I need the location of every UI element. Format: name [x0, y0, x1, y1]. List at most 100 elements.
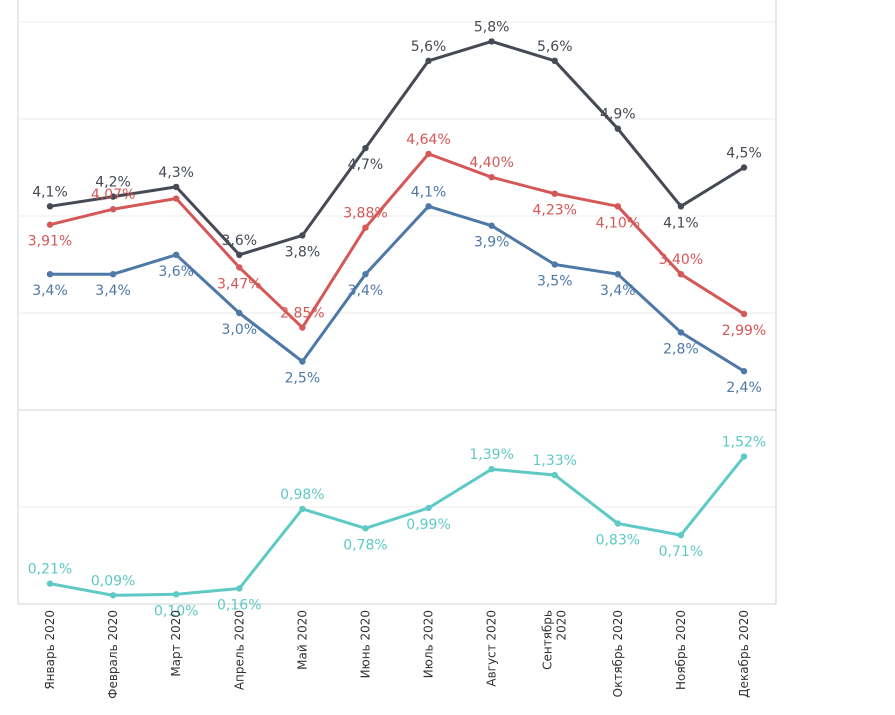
data-point-p0-s0-0 — [46, 203, 54, 210]
data-point-p0-s0-9 — [614, 125, 622, 132]
x-tick-label-5: Июнь 2020 — [358, 610, 372, 678]
data-point-p0-s2-4 — [299, 358, 306, 365]
series-layer — [46, 38, 748, 599]
data-label-p0-s2-4: 2,5% — [285, 371, 321, 387]
data-label-p0-s0-11: 4,5% — [726, 146, 762, 162]
x-tick-label-2: Март 2020 — [169, 610, 183, 677]
x-tick-label-7: Август 2020 — [485, 610, 499, 687]
data-label-p1-s0-1: 0,09% — [91, 573, 135, 589]
data-label-p0-s0-2: 4,3% — [158, 165, 194, 181]
data-labels-layer: 4,1% 4,2% 4,3% 3,6% 3,8% 4,7% 5,6% 5,8% 5,6% 4,9%… — [28, 19, 766, 619]
data-label-p1-s0-0: 0,21% — [28, 562, 72, 578]
x-tick-label-line: Январь 2020 — [43, 610, 57, 690]
data-point-p0-s1-11 — [740, 310, 748, 318]
data-label-p0-s0-1: 4,2% — [95, 175, 131, 191]
data-point-p0-s1-10 — [677, 271, 685, 278]
data-point-p0-s1-6 — [425, 150, 432, 158]
data-point-p0-s1-3 — [236, 264, 243, 271]
series-line-p0-s2 — [50, 204, 745, 373]
data-label-p0-s0-0: 4,1% — [32, 184, 68, 200]
data-point-p0-s2-11 — [740, 368, 748, 375]
data-label-p0-s0-7: 5,8% — [474, 19, 510, 35]
data-label-p1-s0-7: 1,39% — [469, 447, 513, 463]
x-tick-label-line: Июнь 2020 — [358, 610, 372, 678]
x-tick-label-9: Октябрь 2020 — [611, 610, 625, 697]
data-point-p1-s0-6 — [425, 504, 432, 512]
series-line-p0-s1 — [49, 152, 745, 330]
data-point-p0-s2-9 — [614, 271, 622, 278]
x-tick-label-6: Июль 2020 — [422, 610, 436, 678]
x-tick-label-line: Ноябрь 2020 — [674, 610, 688, 690]
data-point-p0-s2-5 — [362, 271, 369, 278]
data-point-p0-s2-3 — [236, 309, 243, 317]
data-label-p0-s2-3: 3,0% — [221, 322, 257, 338]
data-label-p0-s1-4: 2,85% — [280, 306, 324, 322]
data-point-p0-s0-4 — [299, 232, 306, 239]
data-label-p1-s0-5: 0,78% — [343, 537, 387, 553]
data-label-p0-s0-4: 3,8% — [285, 244, 321, 260]
data-label-p1-s0-4: 0,98% — [280, 487, 324, 503]
data-point-p0-s0-1 — [109, 193, 117, 200]
data-point-p1-s0-4 — [299, 505, 306, 513]
data-label-p0-s1-1: 4,07% — [91, 187, 135, 203]
data-point-p0-s2-10 — [677, 329, 685, 336]
data-point-p0-s2-2 — [172, 251, 180, 258]
data-point-p0-s2-8 — [551, 261, 558, 268]
data-label-p1-s0-6: 0,99% — [406, 517, 450, 533]
data-label-p0-s0-10: 4,1% — [663, 215, 699, 231]
data-label-p0-s1-0: 3,91% — [28, 234, 72, 250]
data-label-p0-s1-9: 4,10% — [596, 215, 640, 231]
data-point-p0-s2-7 — [488, 222, 495, 229]
data-label-p0-s2-8: 3,5% — [537, 274, 573, 290]
data-point-p1-s0-3 — [236, 585, 243, 592]
data-point-p1-s0-7 — [488, 465, 495, 473]
data-label-p0-s0-6: 5,6% — [411, 39, 447, 55]
data-point-p0-s1-4 — [299, 324, 306, 331]
data-label-p1-s0-2: 0,10% — [154, 603, 198, 619]
data-label-p0-s1-10: 3,40% — [659, 252, 703, 268]
data-point-p0-s0-3 — [236, 251, 243, 258]
data-label-p0-s0-8: 5,6% — [537, 39, 573, 55]
data-label-p0-s1-3: 3,47% — [217, 276, 261, 292]
data-point-p0-s1-9 — [614, 203, 622, 210]
data-point-p0-s0-10 — [677, 203, 685, 210]
x-tick-label-line: Март 2020 — [169, 610, 183, 677]
data-point-p0-s1-8 — [551, 190, 558, 197]
x-tick-label-8: Сентябрь2020 — [541, 610, 569, 670]
x-tick-label-line: Апрель 2020 — [232, 610, 246, 690]
x-tick-label-line: 2020 — [555, 610, 569, 641]
x-tick-label-4: Май 2020 — [295, 610, 309, 670]
data-label-p0-s2-10: 2,8% — [663, 341, 699, 357]
data-point-p0-s2-6 — [425, 203, 432, 210]
data-point-p0-s0-6 — [425, 57, 432, 64]
gridlines — [18, 21, 776, 508]
data-point-p0-s1-1 — [109, 206, 117, 213]
data-point-p0-s0-8 — [551, 57, 558, 64]
data-label-p0-s2-2: 3,6% — [158, 264, 194, 280]
x-axis-ticks: Январь 2020 Февраль 2020 Март 2020 Апрель 2… — [43, 610, 751, 699]
x-tick-label-line: Декабрь 2020 — [737, 610, 751, 698]
data-point-p0-s2-0 — [46, 271, 54, 278]
data-label-p0-s0-3: 3,6% — [221, 233, 257, 249]
data-label-p1-s0-3: 0,16% — [217, 597, 261, 613]
data-label-p0-s1-11: 2,99% — [722, 323, 766, 339]
data-label-p0-s2-7: 3,9% — [474, 235, 510, 251]
data-label-p0-s1-6: 4,64% — [406, 132, 450, 148]
data-point-p0-s0-5 — [362, 144, 369, 152]
x-tick-label-line: Февраль 2020 — [106, 610, 120, 699]
chart-frame — [17, 0, 777, 605]
data-label-p0-s0-9: 4,9% — [600, 107, 636, 123]
x-tick-label-10: Ноябрь 2020 — [674, 610, 688, 690]
x-tick-label-1: Февраль 2020 — [106, 610, 120, 699]
data-label-p0-s1-7: 4,40% — [469, 155, 513, 171]
data-point-p1-s0-2 — [172, 591, 180, 598]
data-point-p0-s1-7 — [488, 174, 495, 181]
data-label-p0-s0-5: 4,7% — [348, 157, 384, 173]
data-label-p0-s1-5: 3,88% — [343, 206, 387, 222]
data-label-p0-s2-6: 4,1% — [411, 184, 447, 200]
x-tick-label-line: Июль 2020 — [422, 610, 436, 678]
data-point-p1-s0-8 — [551, 471, 558, 479]
data-point-p0-s1-5 — [362, 224, 369, 231]
data-label-p0-s2-9: 3,4% — [600, 283, 636, 299]
